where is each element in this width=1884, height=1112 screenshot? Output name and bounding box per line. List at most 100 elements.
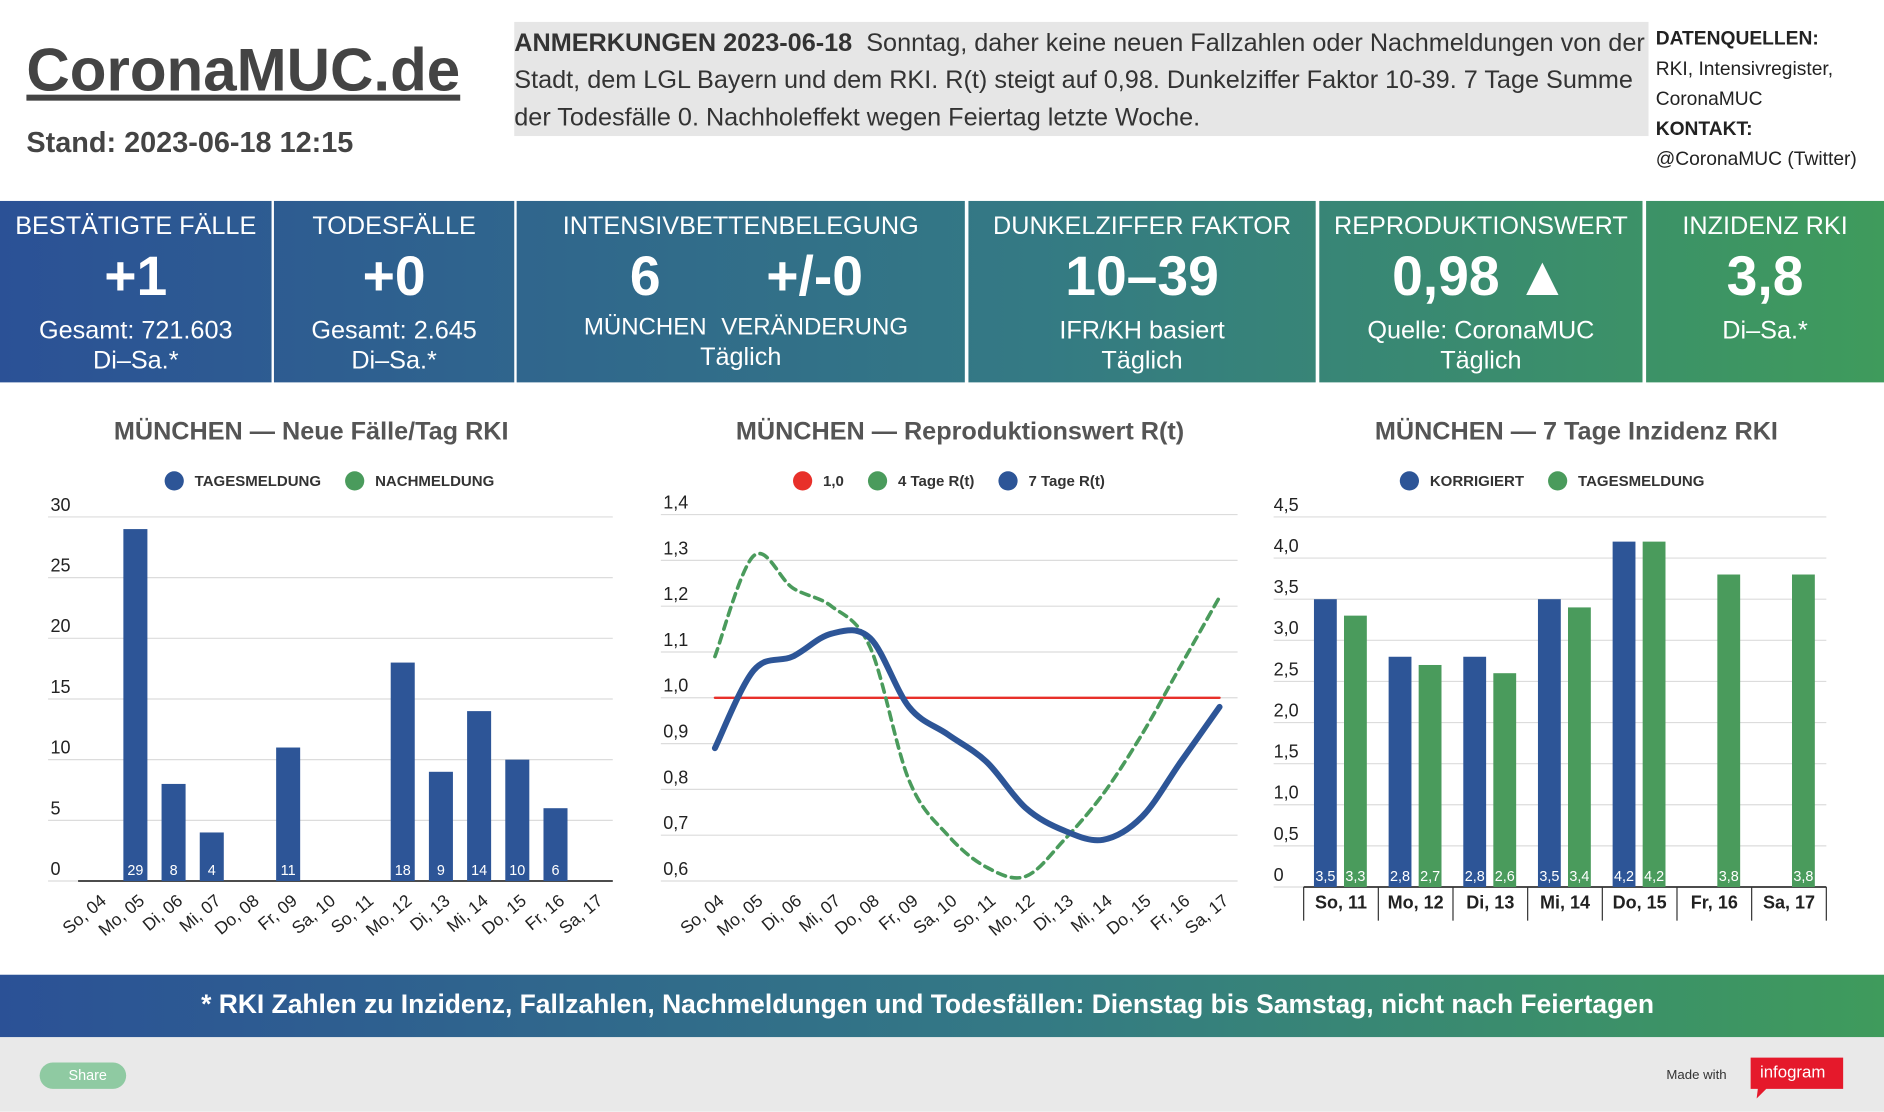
kpi-line: Täglich xyxy=(1101,347,1182,375)
share-button[interactable] xyxy=(39,1062,127,1089)
y-tick-label: 0,9 xyxy=(663,722,688,742)
kpi-title: DUNKELZIFFER FAKTOR xyxy=(993,212,1291,240)
y-tick-label: 1,4 xyxy=(663,492,688,512)
y-tick-label: 0,8 xyxy=(663,767,688,787)
footnote-band xyxy=(0,974,1884,1038)
x-tick-label: So, 11 xyxy=(1315,893,1367,913)
y-tick-label: 2,0 xyxy=(1274,700,1299,720)
legend-label: 7 Tage R(t) xyxy=(1028,473,1104,490)
contact-label: KONTAKT: xyxy=(1655,119,1753,140)
x-tick-label: Do, 08 xyxy=(211,890,263,938)
kpi-line: Di–Sa.* xyxy=(93,347,179,375)
bar xyxy=(543,808,568,882)
notes-label: ANMERKUNGEN 2023-06-18 xyxy=(514,29,853,57)
y-tick-label: 2,5 xyxy=(1274,659,1299,679)
y-tick-label: 4,0 xyxy=(1274,536,1299,556)
x-tick-label: Sa, 17 xyxy=(1763,893,1815,913)
bar-value-label: 3,8 xyxy=(1719,869,1739,885)
legend-marker xyxy=(345,471,365,491)
bar-value-label: 3,5 xyxy=(1315,869,1335,885)
bar xyxy=(1418,664,1442,888)
bar-value-label: 2,8 xyxy=(1465,869,1485,885)
line-series xyxy=(713,551,1222,880)
legend-label: 1,0 xyxy=(823,473,844,490)
bar xyxy=(1388,656,1412,888)
x-tick-label: Do, 15 xyxy=(478,890,530,938)
bar-value-label: 14 xyxy=(471,863,487,879)
x-tick-label: Fr, 16 xyxy=(1691,893,1738,913)
kpi-value: +/-0 xyxy=(766,245,863,307)
bar xyxy=(1791,574,1815,888)
x-tick-label: Sa, 10 xyxy=(909,890,960,938)
kpi-box xyxy=(968,200,1316,383)
bar-value-label: 3,4 xyxy=(1569,869,1589,885)
notes-box xyxy=(514,21,1649,137)
bar-value-label: 9 xyxy=(437,863,445,879)
y-tick-label: 25 xyxy=(50,556,70,576)
kpi-value: +0 xyxy=(363,245,426,307)
kpi-line: Quelle: CoronaMUC xyxy=(1367,317,1594,345)
bar xyxy=(467,711,492,882)
brand-badge[interactable] xyxy=(1750,1057,1844,1099)
stand: Stand: 2023-06-18 12:15 xyxy=(26,127,353,159)
bar xyxy=(1343,615,1367,888)
share-label[interactable]: Share xyxy=(68,1068,106,1084)
kpi-line: Gesamt: 721.603 xyxy=(39,317,232,345)
brand[interactable]: infogram xyxy=(1760,1063,1825,1082)
bar-value-label: 3,5 xyxy=(1539,869,1559,885)
kpi-value: 0,98 ▲ xyxy=(1392,245,1570,307)
kpi-box xyxy=(516,200,965,383)
chart-title: MÜNCHEN — Neue Fälle/Tag RKI xyxy=(114,417,509,446)
bar xyxy=(1567,607,1591,888)
bar xyxy=(1313,599,1337,888)
kpi-line: IFR/KH basiert xyxy=(1059,317,1224,345)
legend-marker xyxy=(998,471,1018,491)
kpi-line: Di–Sa.* xyxy=(1722,317,1808,345)
bar xyxy=(1642,541,1666,888)
bar-value-label: 4,2 xyxy=(1644,869,1664,885)
kpi-title: REPRODUKTIONSWERT xyxy=(1334,212,1628,240)
y-tick-label: 3,0 xyxy=(1274,618,1299,638)
x-tick-label: Di, 13 xyxy=(1466,893,1514,913)
chart: MÜNCHEN — Neue Fälle/Tag RKI TAGESMELDUNG… xyxy=(48,417,613,940)
y-tick-label: 1,0 xyxy=(663,676,688,696)
bar-value-label: 3,3 xyxy=(1345,869,1365,885)
bar xyxy=(1612,541,1636,888)
kpi-box xyxy=(1319,200,1643,383)
y-tick-label: 20 xyxy=(50,616,70,636)
y-tick-label: 4,5 xyxy=(1274,495,1299,515)
y-tick-label: 5 xyxy=(50,798,60,818)
y-tick-label: 1,2 xyxy=(663,584,688,604)
chart: MÜNCHEN — 7 Tage Inzidenz RKI KORRIGIERT T… xyxy=(1274,417,1827,921)
bar xyxy=(505,759,530,882)
bar-value-label: 2,8 xyxy=(1390,869,1410,885)
bar-value-label: 3,8 xyxy=(1793,869,1813,885)
bar-value-label: 2,6 xyxy=(1495,869,1515,885)
kpi-line: Gesamt: 2.645 xyxy=(311,317,476,345)
x-tick-label: Do, 15 xyxy=(1103,890,1155,938)
made-with: Made with xyxy=(1666,1067,1726,1082)
x-tick-label: Di, 13 xyxy=(406,890,454,935)
x-tick-label: Di, 06 xyxy=(758,890,806,935)
notes: ANMERKUNGEN 2023-06-18 Sonntag, daher ke… xyxy=(514,29,1645,131)
kpi-title: INZIDENZ RKI xyxy=(1682,212,1847,240)
kpi-line: Täglich xyxy=(700,343,781,371)
kpi-value: 3,8 xyxy=(1727,245,1804,307)
chart: MÜNCHEN — Reproduktionswert R(t) 1,0 4 Tag… xyxy=(660,417,1238,940)
contact[interactable]: @CoronaMUC (Twitter) xyxy=(1655,149,1857,170)
sources-label: DATENQUELLEN: xyxy=(1655,29,1819,50)
legend-marker xyxy=(867,471,888,491)
x-tick-label: Do, 15 xyxy=(1613,893,1667,913)
kpi-title: TODESFÄLLE xyxy=(312,212,476,240)
y-tick-label: 0 xyxy=(50,859,60,879)
legend-marker xyxy=(1399,471,1420,491)
bar xyxy=(161,783,186,882)
legend-marker xyxy=(1548,471,1568,491)
legend-marker xyxy=(793,471,813,491)
kpi-value: 10–39 xyxy=(1065,245,1219,307)
x-tick-label: Sa, 10 xyxy=(288,890,339,938)
x-tick-label: Sa, 17 xyxy=(1181,890,1232,938)
logo[interactable]: CoronaMUC.de xyxy=(26,37,460,104)
